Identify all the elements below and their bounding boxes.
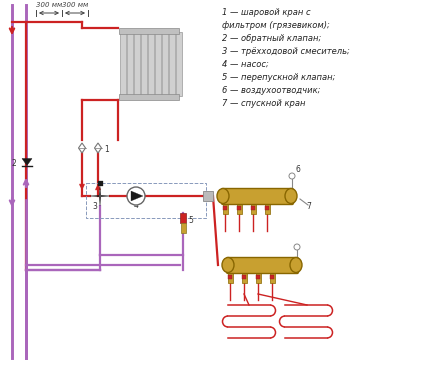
Bar [250, 202, 256, 214]
Bar [270, 271, 274, 283]
Bar [223, 206, 227, 210]
Bar [169, 32, 175, 96]
Bar [148, 32, 154, 96]
Ellipse shape [290, 257, 302, 273]
Circle shape [127, 187, 145, 205]
Text: 6: 6 [296, 165, 301, 174]
Ellipse shape [222, 257, 234, 273]
Bar [237, 202, 241, 214]
Bar [223, 202, 227, 214]
Bar [264, 202, 270, 214]
Text: 5: 5 [188, 216, 193, 225]
Bar [242, 275, 246, 279]
Text: 1: 1 [104, 146, 109, 154]
Text: 4: 4 [134, 201, 138, 210]
Text: 1 — шаровой кран с: 1 — шаровой кран с [222, 8, 311, 17]
Bar [162, 32, 168, 96]
Bar [237, 206, 241, 210]
Bar [120, 32, 126, 96]
Bar [141, 32, 147, 96]
Polygon shape [99, 186, 101, 196]
Polygon shape [22, 158, 32, 165]
Text: 2 — обратный клапан;: 2 — обратный клапан; [222, 34, 321, 43]
Text: 3: 3 [92, 202, 98, 211]
Bar [134, 32, 140, 96]
Polygon shape [100, 195, 110, 197]
Bar [180, 213, 186, 223]
Bar [241, 271, 247, 283]
Bar [176, 32, 182, 96]
Bar [119, 28, 179, 34]
Bar [256, 275, 260, 279]
Polygon shape [95, 143, 102, 153]
FancyBboxPatch shape [221, 188, 293, 204]
Bar [251, 206, 255, 210]
Circle shape [294, 244, 300, 250]
Text: 5 — перепускной клапан;: 5 — перепускной клапан; [222, 73, 335, 82]
Circle shape [289, 173, 295, 179]
Text: 300 мм: 300 мм [36, 2, 62, 8]
Bar [265, 206, 269, 210]
Polygon shape [90, 195, 100, 197]
Text: 7 — спускной кран: 7 — спускной кран [222, 99, 306, 108]
Text: 4 — насос;: 4 — насос; [222, 60, 269, 69]
Bar [203, 191, 213, 201]
Text: 300 мм: 300 мм [62, 2, 88, 8]
Bar [119, 94, 179, 100]
Bar [98, 181, 102, 186]
Bar [256, 271, 260, 283]
FancyBboxPatch shape [227, 257, 299, 273]
Text: 2: 2 [11, 158, 16, 168]
Ellipse shape [285, 188, 297, 204]
Bar [270, 275, 274, 279]
Polygon shape [131, 191, 143, 201]
Text: 6 — воздухоотводчик;: 6 — воздухоотводчик; [222, 86, 320, 95]
Polygon shape [99, 196, 101, 206]
Ellipse shape [217, 188, 229, 204]
Bar [155, 32, 161, 96]
Text: 7: 7 [306, 202, 311, 211]
Polygon shape [79, 143, 85, 153]
Bar [181, 223, 185, 233]
Bar [228, 275, 232, 279]
Bar [86, 183, 206, 218]
Text: фильтром (грязевиком);: фильтром (грязевиком); [222, 21, 330, 30]
Bar [127, 32, 133, 96]
Bar [227, 271, 233, 283]
Text: 3 — трёхходовой смеситель;: 3 — трёхходовой смеситель; [222, 47, 350, 56]
